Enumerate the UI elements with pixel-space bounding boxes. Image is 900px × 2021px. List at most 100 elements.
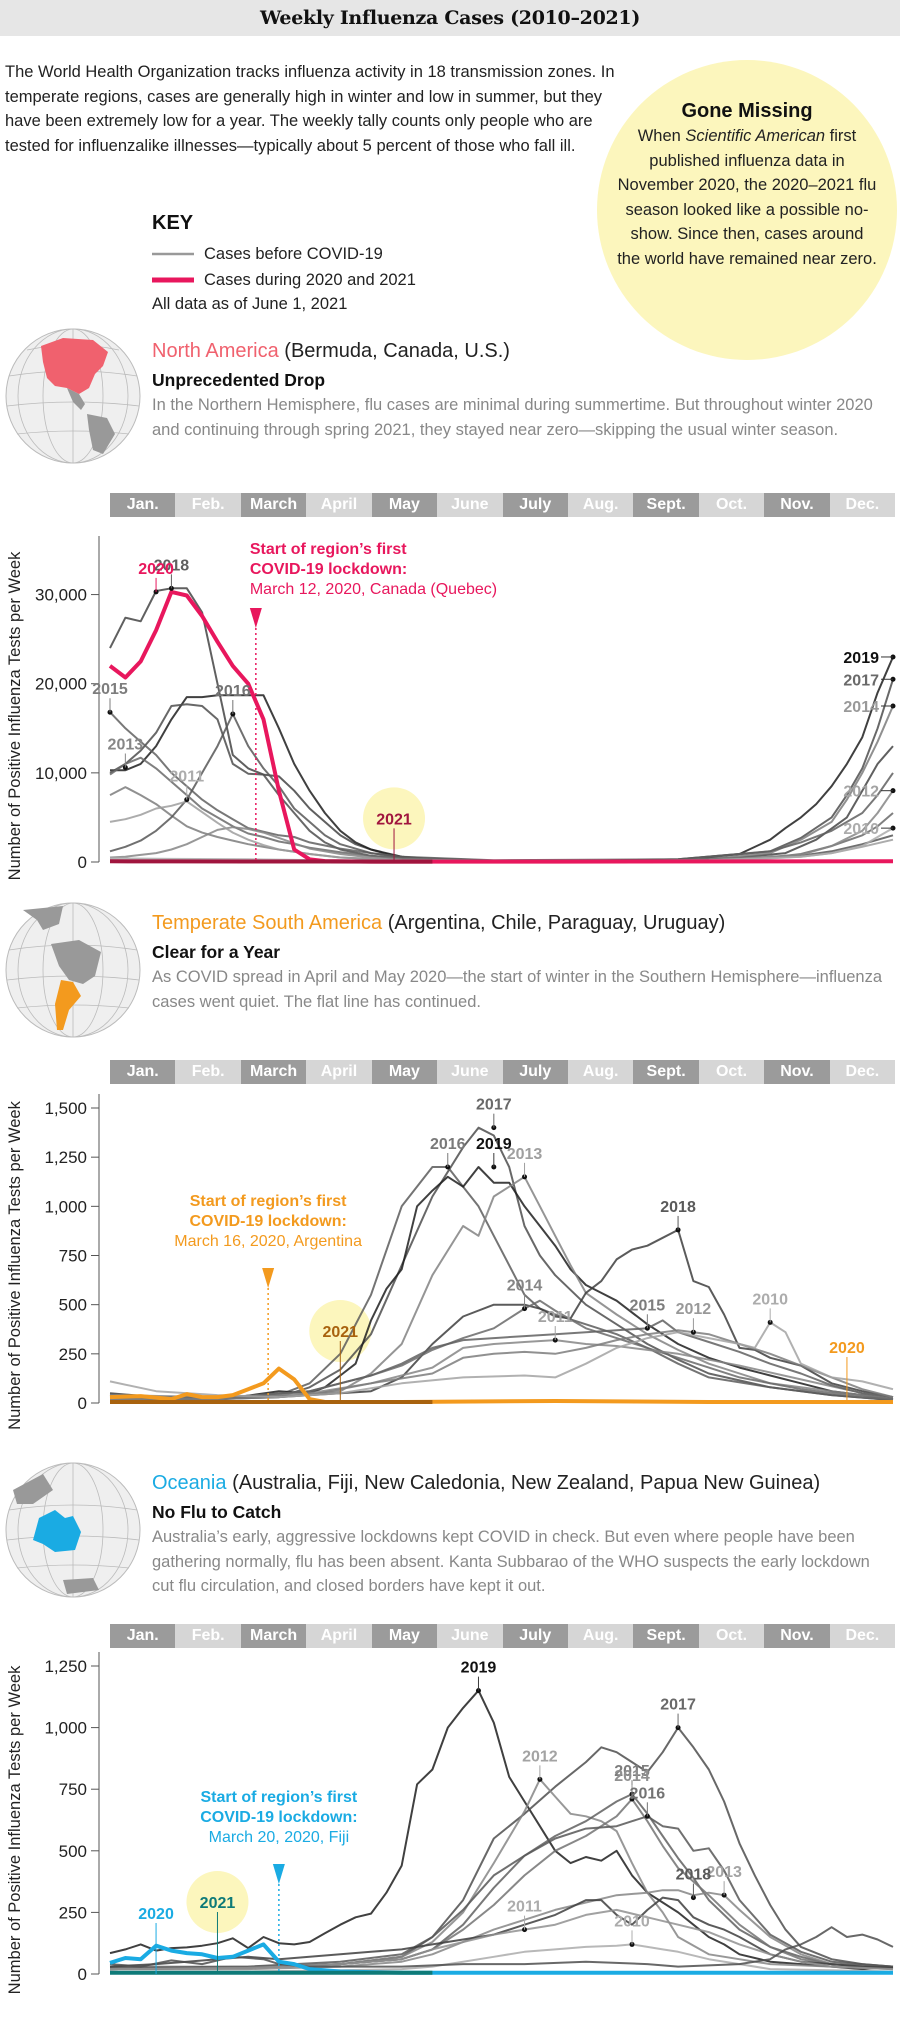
series-label-2013: 2013 [108,737,144,754]
label-dot [153,589,159,595]
region-header: North America (Bermuda, Canada, U.S.) Un… [152,338,892,442]
month-label-aug: Aug. [567,1060,634,1084]
lockdown-marker-icon [249,608,262,628]
month-label-july: July [502,1624,568,1648]
page-title: Weekly Influenza Cases (2010–2021) [259,7,641,29]
chart-north-america: 0 10,000 20,000 30,000 Number of Positive In… [6,536,896,880]
region-header: Oceania (Australia, Fiji, New Caledonia,… [152,1470,892,1599]
gone-missing-callout: Gone Missing When Scientific American fi… [597,60,897,360]
month-label-march: March [240,1060,307,1084]
globe-south-america-icon [5,902,141,1038]
legend-label-before: Cases before COVID-19 [204,244,383,263]
month-label-may: May [371,1624,438,1648]
region-description: As COVID spread in April and May 2020—th… [152,968,883,1011]
region-title: Oceania (Australia, Fiji, New Caledonia,… [152,1472,821,1494]
region-title: Temperate South America (Argentina, Chil… [152,912,726,934]
month-label-dec: Dec. [829,493,896,517]
y-tick-label: 1,000 [44,1197,87,1216]
series-line-2015 [109,711,894,862]
series-line-2017 [110,1126,894,1402]
series-line-2016 [110,1166,894,1402]
lockdown-title: Start of region’s first [250,541,407,558]
month-label-jan: Jan. [110,1624,176,1648]
label-dot [629,1796,635,1802]
series-line-2010 [109,1321,894,1399]
legend-title: KEY [152,212,194,234]
series-label-2015: 2015 [614,1763,650,1780]
y-tick-label: 30,000 [35,586,87,605]
series-label-2013: 2013 [507,1146,543,1163]
lockdown-title: COVID-19 lockdown: [250,561,407,578]
highlight-bubble-2021 [186,1871,249,1933]
y-axis-label: Number of Positive Influenza Tests per W… [6,551,24,880]
label-dot [522,1174,528,1180]
series-label-2019: 2019 [843,650,879,667]
series-label-2014: 2014 [614,1768,650,1785]
series-line-2010 [110,1943,894,1973]
series-label-2010: 2010 [752,1291,788,1308]
month-label-sept: Sept. [633,1060,699,1084]
series-label-2017: 2017 [843,672,879,689]
callout-title: Gone Missing [681,100,813,122]
lockdown-marker-icon [272,1864,285,1884]
y-tick-label: 0 [78,1394,87,1413]
y-tick-label: 250 [59,1345,87,1364]
lockdown-date: March 12, 2020, Canada (Quebec) [250,581,497,598]
y-tick-label: 20,000 [35,675,87,694]
series-label-2017: 2017 [660,1697,696,1714]
series-label-2011: 2011 [538,1309,573,1326]
y-tick-label: 1,000 [44,1719,87,1738]
month-label-april: April [306,1624,372,1648]
highlight-bubble-2021 [363,787,426,850]
y-tick-label: 1,500 [44,1099,87,1118]
lockdown-title: COVID-19 lockdown: [189,1213,346,1230]
callout-text: When Scientific American first published… [617,127,877,268]
month-label-aug: Aug. [567,493,634,517]
region-subtitle: Clear for a Year [152,942,281,962]
month-band-1: Jan. Feb. March April May June July Aug. Sept. Oc… [110,1060,896,1084]
y-tick-label: 500 [59,1296,87,1315]
series-label-2015: 2015 [630,1297,666,1314]
series-label-2020: 2020 [138,1906,174,1923]
label-dot [475,1688,481,1694]
series-label-2018: 2018 [154,557,190,574]
region-header: Temperate South America (Argentina, Chil… [152,910,892,1014]
series-label-2011: 2011 [507,1899,542,1916]
month-label-nov: Nov. [764,1060,830,1084]
series-line-2013 [110,1889,894,1971]
month-band-2: Jan. Feb. March April May June July Aug. Sept. Oc… [110,1624,896,1648]
chart-temperate-south-america: 0 250 500 750 1,000 1,250 1,500 Number of Posit… [6,1094,894,1430]
y-tick-label: 500 [59,1842,87,1861]
highlight-bubble-2021 [309,1300,372,1362]
series-line-2017 [109,1726,894,1971]
globe-oceania-icon [5,1462,141,1598]
region-subtitle: Unprecedented Drop [152,370,326,390]
series-label-2012: 2012 [522,1748,558,1765]
series-line-2014 [109,1299,894,1401]
month-label-april: April [306,493,372,517]
y-tick-label: 1,250 [44,1148,87,1167]
series-label-2014: 2014 [843,699,879,716]
label-dot [767,1319,773,1325]
intro-text: The World Health Organization tracks inf… [5,63,615,155]
month-label-dec: Dec. [829,1624,896,1648]
lockdown-marker-icon [262,1268,275,1288]
lockdown-date: March 16, 2020, Argentina [174,1233,362,1250]
y-tick-label: 10,000 [35,764,87,783]
legend-swatch-during [152,277,194,283]
series-label-2021: 2021 [200,1895,236,1912]
region-subtitle: No Flu to Catch [152,1502,282,1522]
series-line-2011 [109,1908,894,1971]
series-label-2019: 2019 [461,1660,497,1677]
month-label-oct: Oct. [698,1060,765,1084]
series-line-2019 [110,656,894,862]
series-line-2017 [109,679,894,863]
series-label-2018: 2018 [676,1867,712,1884]
series-line-2011 [109,800,894,863]
series-line-2012 [109,1329,894,1401]
month-label-feb: Feb. [175,1624,241,1648]
month-label-may: May [371,1060,438,1084]
legend-swatch-before [152,252,194,256]
y-tick-label: 1,250 [44,1657,87,1676]
label-dot [675,1227,681,1233]
